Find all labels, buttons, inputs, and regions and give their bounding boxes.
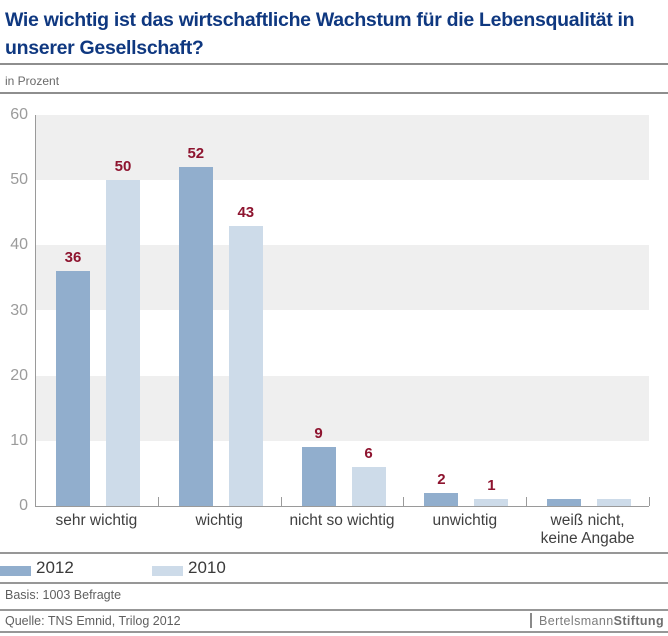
bertelsmann-stiftung-logo: Bertelsmann Stiftung: [530, 612, 664, 629]
category-separator-tick: [403, 497, 405, 506]
title-line-2: unserer Gesellschaft?: [5, 37, 204, 59]
category-separator-tick: [280, 497, 282, 506]
bar-value-label: 1: [487, 477, 496, 495]
bar-2012: [301, 447, 336, 506]
separator-under-title: [0, 63, 668, 65]
logo-divider-bar: [530, 613, 533, 628]
bar-value-label: 50: [114, 158, 132, 176]
category-separator-tick: [157, 497, 159, 506]
separator-below-legend: [0, 582, 668, 584]
category-label: weiß nicht, keine Angabe: [540, 512, 635, 547]
y-axis-tick-label: 40: [10, 236, 28, 254]
bar-value-label: 2: [437, 470, 446, 488]
category-separator-tick: [649, 497, 650, 506]
y-axis-tick-label: 30: [10, 301, 28, 319]
grid-band: [35, 115, 649, 181]
separator-under-unit: [0, 92, 668, 94]
separator-bottom: [0, 631, 668, 633]
logo-text-bold: Stiftung: [613, 613, 664, 628]
legend-label-2010: 2010: [188, 558, 226, 577]
basis-text: Basis: 1003 Befragte: [5, 588, 122, 602]
bar-2010: [228, 225, 263, 506]
bar-2010: [597, 499, 632, 506]
bar-2010: [106, 180, 140, 506]
category-label: unwichtig: [432, 512, 498, 529]
category-label: sehr wichtig: [55, 512, 138, 529]
separator-above-source: [0, 609, 668, 611]
bar-2012: [178, 167, 213, 506]
bar-value-label: 9: [314, 425, 323, 443]
title-line-1: Wie wichtig ist das wirtschaftliche Wach…: [5, 9, 635, 31]
y-axis-tick-label: 0: [19, 497, 28, 514]
y-axis-tick-label: 50: [10, 171, 28, 189]
y-axis-line: [35, 115, 36, 506]
page-title: Wie wichtig ist das wirtschaftliche Wach…: [5, 6, 666, 62]
bar-2010: [474, 499, 509, 506]
legend-swatch-2010: [152, 566, 183, 576]
category-separator-tick: [526, 497, 528, 506]
bar-value-label: 52: [187, 145, 205, 163]
unit-label: in Prozent: [5, 74, 60, 88]
bar-value-label: 6: [364, 444, 373, 462]
category-label: nicht so wichtig: [289, 512, 395, 529]
bar-2012: [547, 499, 582, 506]
bar-value-label: 36: [64, 249, 82, 267]
bar-2012: [424, 492, 459, 506]
legend-swatch-2012: [0, 566, 31, 576]
separator-above-legend: [0, 552, 668, 554]
y-axis-tick-label: 20: [10, 366, 28, 384]
y-axis-tick-label: 60: [10, 106, 28, 123]
bar-value-label: 43: [237, 203, 255, 221]
category-label: wichtig: [195, 512, 243, 529]
bar-2012: [56, 271, 90, 506]
legend-label-2012: 2012: [36, 558, 74, 577]
y-axis-tick-label: 10: [10, 431, 28, 449]
logo-text-regular: Bertelsmann: [539, 613, 614, 628]
source-text: Quelle: TNS Emnid, Trilog 2012: [5, 614, 181, 628]
x-axis-line: [35, 506, 649, 507]
bar-2010: [351, 466, 386, 506]
